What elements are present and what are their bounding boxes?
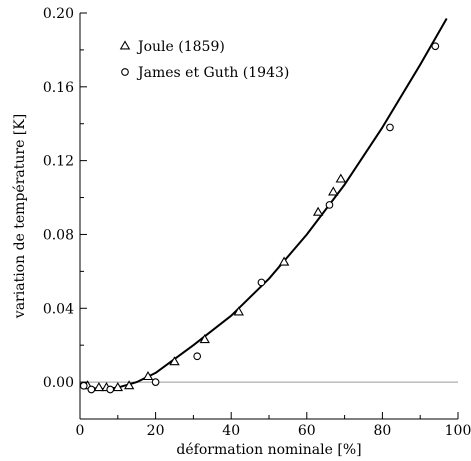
- y-tick-label: 0.00: [43, 375, 74, 391]
- legend-label: James et Guth (1943): [136, 65, 289, 81]
- joule-data-point: [142, 370, 154, 381]
- james-guth-data-point: [386, 123, 394, 132]
- y-tick-label: 0.04: [43, 301, 74, 317]
- james-guth-data-point: [151, 378, 160, 386]
- y-tick-label: 0.16: [43, 80, 74, 96]
- x-axis-label: déformation nominale [%]: [176, 442, 361, 458]
- joule-data-point: [335, 173, 347, 183]
- james-guth-data-point: [79, 381, 88, 390]
- joule-data-point: [93, 381, 105, 392]
- x-tick-label: 80: [373, 423, 391, 439]
- y-axis-label: variation de température [K]: [12, 114, 28, 319]
- x-tick-label: 60: [298, 423, 316, 439]
- legend-circle-marker: [121, 68, 129, 76]
- x-tick-label: 0: [76, 423, 85, 439]
- legend-triangle-marker: [119, 40, 131, 50]
- joule-data-point: [278, 256, 290, 266]
- y-tick-label: 0.20: [43, 6, 74, 22]
- joule-data-point: [169, 356, 180, 366]
- x-tick-label: 40: [222, 423, 240, 439]
- james-guth-data-point: [193, 352, 202, 361]
- james-guth-data-point: [106, 385, 115, 394]
- y-tick-label: 0.08: [43, 227, 74, 243]
- joule-data-point: [199, 333, 210, 344]
- james-guth-data-point: [325, 201, 334, 209]
- james-guth-data-point: [87, 385, 96, 394]
- joule-data-point: [312, 206, 324, 216]
- joule-data-point: [233, 306, 244, 316]
- y-tick-label: 0.12: [43, 154, 74, 170]
- joule-data-point: [112, 381, 124, 392]
- joule-data-point: [328, 186, 339, 196]
- x-tick-label: 100: [445, 423, 471, 439]
- james-guth-data-point: [431, 42, 440, 51]
- x-tick-label: 20: [147, 423, 165, 439]
- legend-label: Joule (1859): [136, 39, 225, 55]
- joule-data-point: [123, 380, 135, 390]
- james-guth-data-point: [257, 278, 266, 287]
